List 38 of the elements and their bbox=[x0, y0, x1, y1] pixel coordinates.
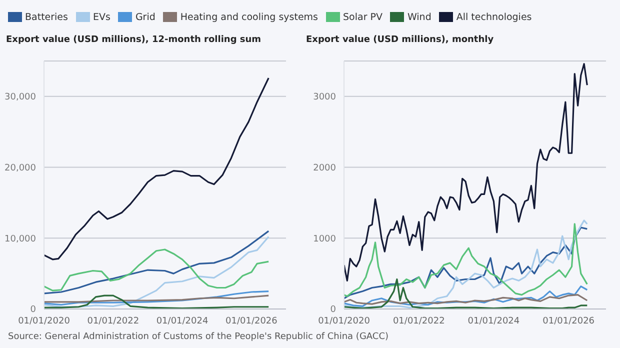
x-tick-label: 01/01/2024 bbox=[468, 316, 520, 326]
line-series bbox=[344, 278, 588, 309]
line-series bbox=[44, 77, 270, 260]
line-series bbox=[44, 294, 270, 303]
y-tick-label: 1000 bbox=[313, 234, 336, 244]
y-tick-label: 0 bbox=[330, 305, 336, 316]
line-series bbox=[344, 286, 588, 307]
legend-label: Batteries bbox=[24, 10, 68, 24]
x-tick-label: 01/01/2022 bbox=[392, 316, 445, 326]
chart-title: Export value (USD millions), 12-month rolling sum bbox=[5, 35, 262, 47]
y-tick-label: 3000 bbox=[313, 92, 336, 103]
x-tick-label: 01/01/2020 bbox=[318, 316, 370, 326]
x-tick-label: 01/01/2022 bbox=[87, 316, 140, 326]
line-series bbox=[344, 294, 588, 305]
legend-label: Grid bbox=[134, 10, 156, 24]
line-series bbox=[44, 294, 270, 309]
y-tick-label: 0 bbox=[30, 305, 36, 316]
x-tick-label: 01/01/2020 bbox=[18, 316, 70, 326]
legend-label: Heating and cooling systems bbox=[179, 10, 318, 24]
legend-label: EVs bbox=[92, 10, 110, 24]
source-note: Source: General Administration of Customs of the People's Republic of China (GACC) bbox=[8, 332, 389, 342]
x-tick-label: 01/01/2024 bbox=[156, 316, 208, 326]
line-series bbox=[344, 220, 588, 308]
y-tick-label: 10,000 bbox=[4, 234, 36, 244]
legend-label: Wind bbox=[406, 10, 432, 24]
legend-label: All technologies bbox=[455, 10, 532, 24]
legend-label: Solar PV bbox=[342, 10, 382, 24]
line-series bbox=[44, 236, 270, 308]
y-tick-label: 2000 bbox=[313, 163, 336, 174]
y-tick-label: 20,000 bbox=[4, 163, 36, 174]
line-series bbox=[44, 290, 270, 306]
x-tick-label: 01/01/2026 bbox=[542, 316, 595, 326]
line-series bbox=[44, 248, 270, 292]
line-series bbox=[344, 63, 588, 282]
x-tick-label: 01/01/2026 bbox=[226, 316, 278, 326]
y-tick-label: 30,000 bbox=[4, 92, 36, 103]
chart-title: Export value (USD millions), monthly bbox=[305, 35, 495, 47]
line-series bbox=[44, 230, 270, 294]
